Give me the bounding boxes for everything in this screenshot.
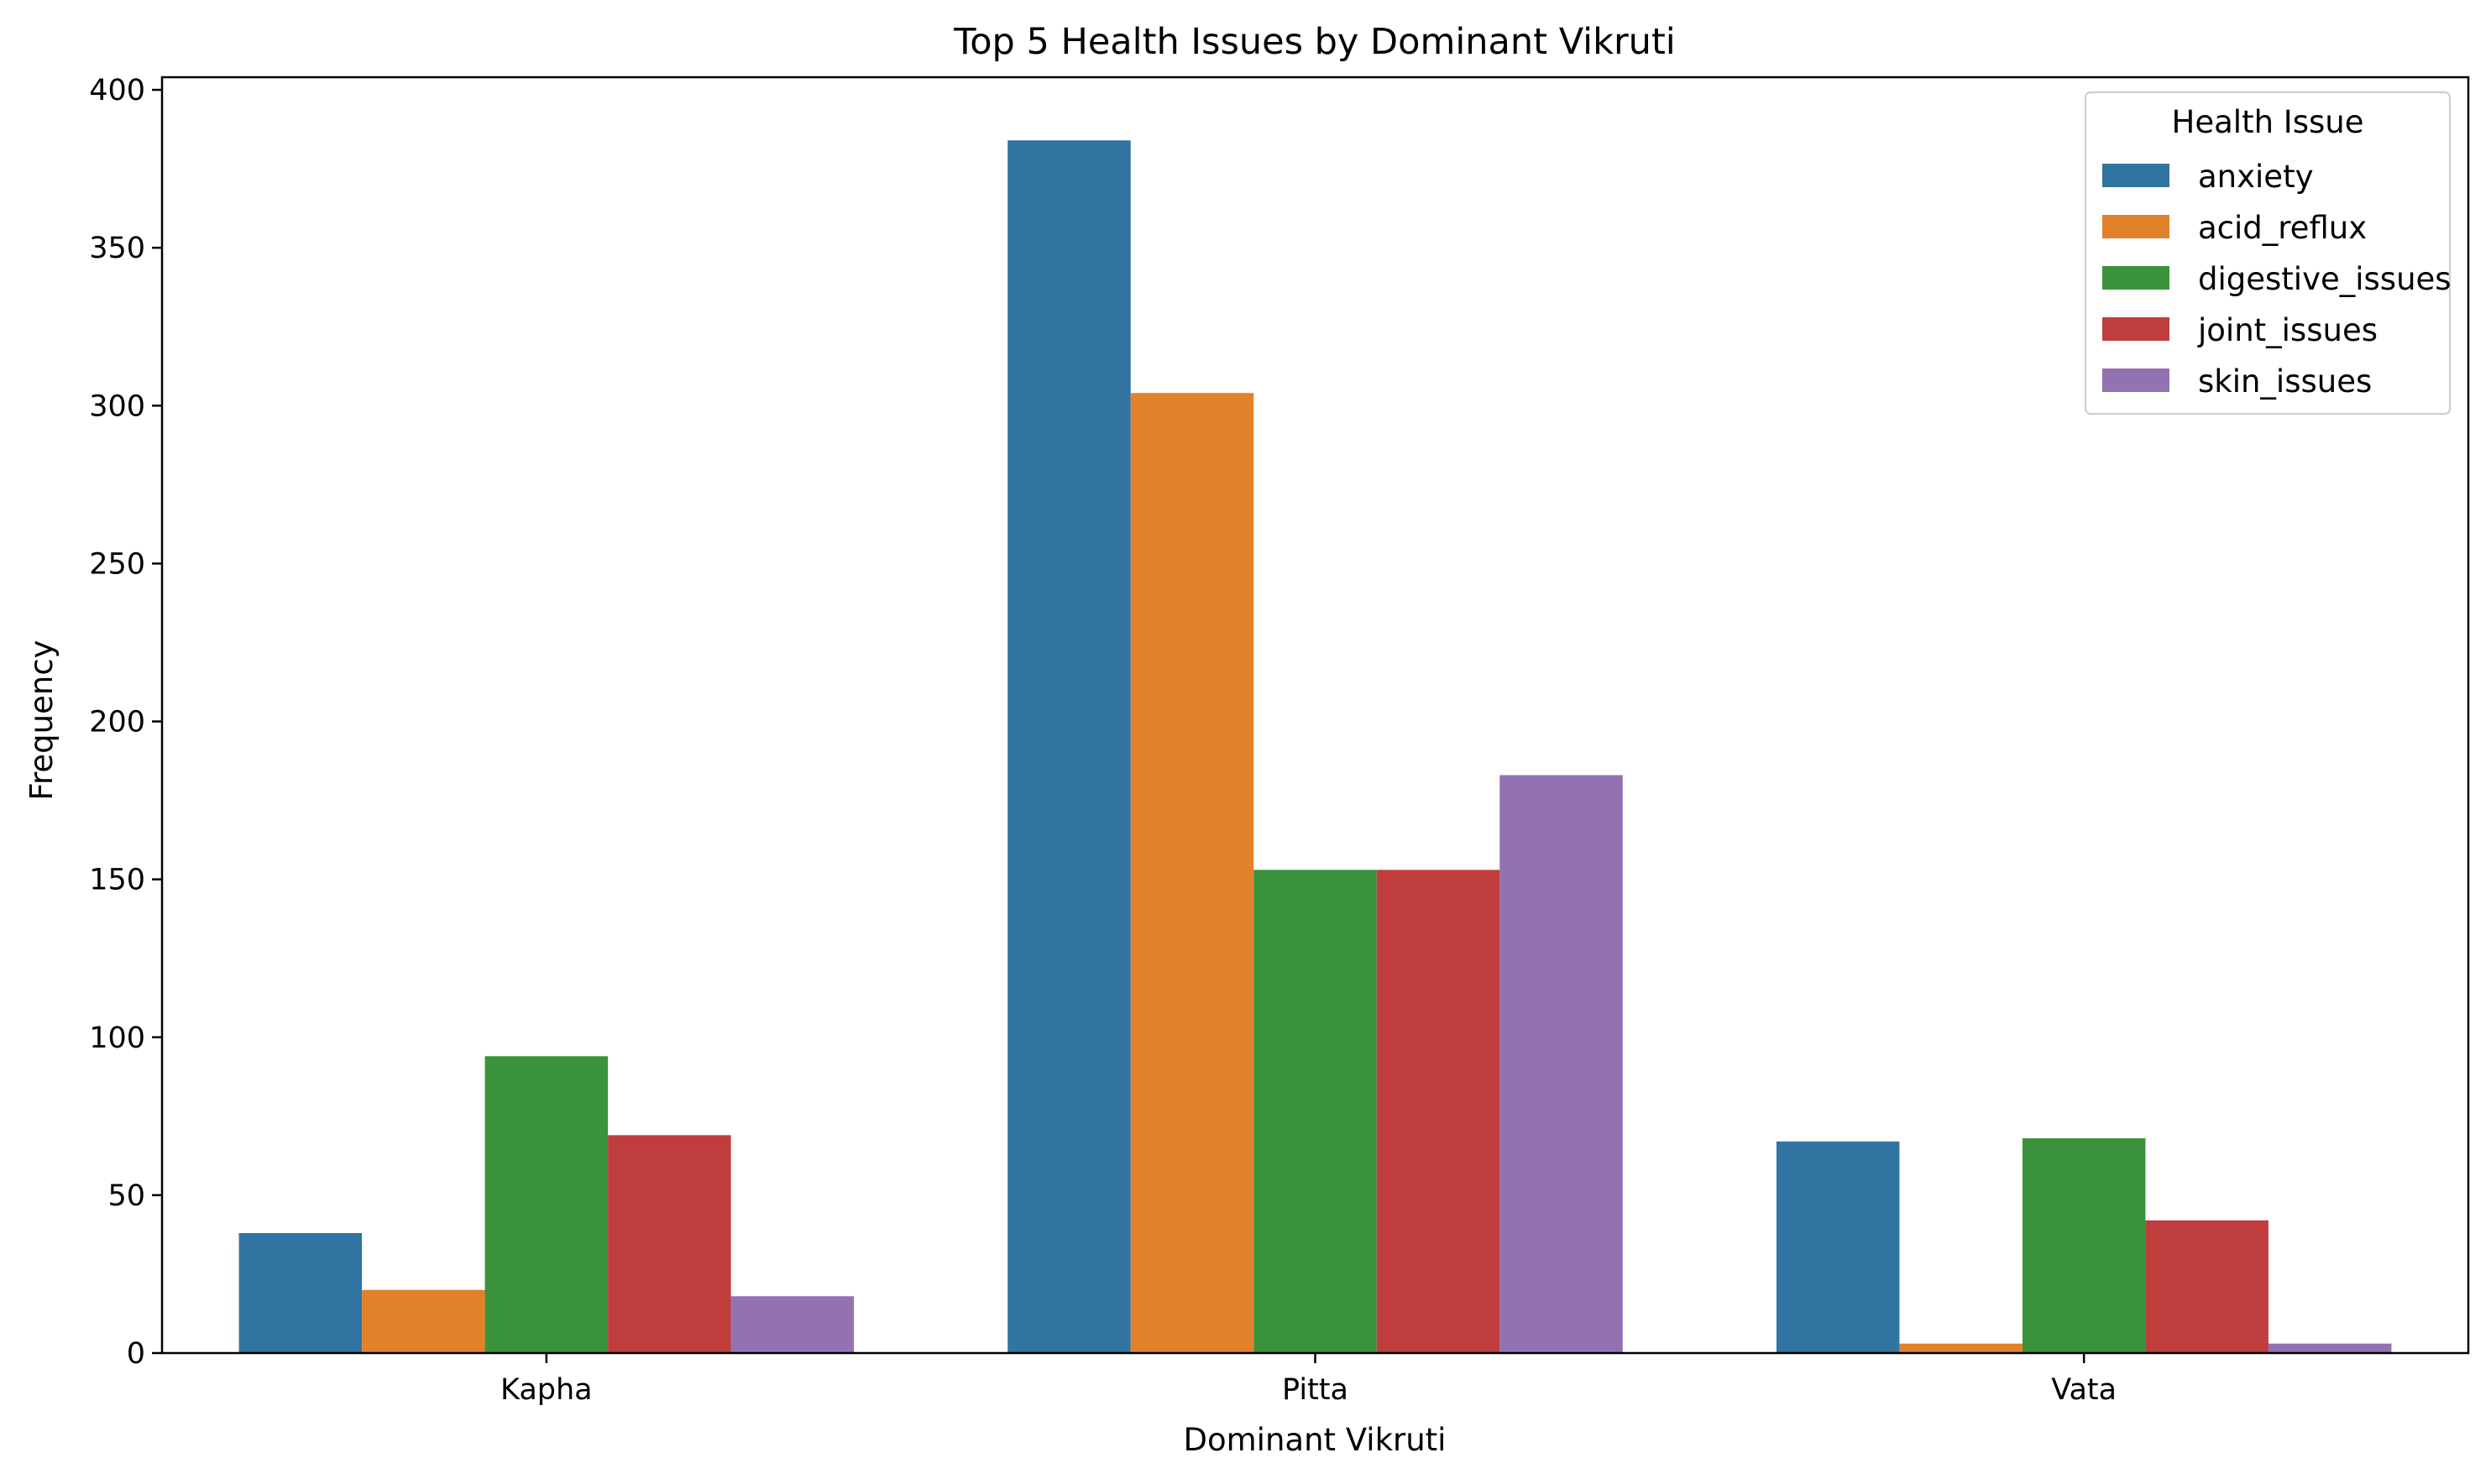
bar-kapha-acid-reflux [362, 1289, 485, 1353]
legend-title: Health Issue [2172, 104, 2364, 140]
bar-vata-digestive-issues [2022, 1138, 2146, 1353]
bars-group [238, 140, 2392, 1354]
axes-frame [160, 76, 2470, 1355]
bar-kapha-anxiety [238, 1233, 363, 1353]
x-axis-label: Dominant Vikruti [1184, 1422, 1447, 1458]
bar-pitta-acid-reflux [1130, 393, 1254, 1354]
legend-swatch-anxiety [2102, 164, 2169, 187]
y-axis-ticks: 0 50 100 150 200 250 300 350 400 [89, 74, 162, 1371]
legend-label-acid-reflux: acid_reflux [2198, 210, 2367, 246]
bar-pitta-digestive-issues [1253, 870, 1377, 1353]
bar-vata-anxiety [1776, 1141, 1900, 1353]
bar-pitta-skin-issues [1499, 775, 1623, 1353]
bar-kapha-skin-issues [730, 1296, 855, 1353]
legend-label-joint-issues: joint_issues [2197, 312, 2378, 348]
y-tick-label: 350 [89, 232, 145, 265]
y-axis-label: Frequency [24, 640, 60, 800]
legend-swatch-digestive-issues [2102, 266, 2169, 290]
legend-label-digestive-issues: digestive_issues [2198, 261, 2452, 297]
legend-label-anxiety: anxiety [2198, 159, 2313, 195]
legend-swatch-skin-issues [2102, 368, 2169, 392]
y-tick-label: 100 [89, 1022, 145, 1055]
y-tick-label: 250 [89, 547, 145, 581]
y-tick-label: 200 [89, 706, 145, 739]
legend: Health Issue anxiety acid_reflux digestive… [2085, 91, 2452, 415]
legend-swatch-acid-reflux [2102, 215, 2169, 238]
chart-title: Top 5 Health Issues by Dominant Vikruti [953, 21, 1676, 63]
x-tick-label-kapha: Kapha [500, 1373, 593, 1407]
legend-swatch-joint-issues [2102, 317, 2169, 341]
y-tick-label: 150 [89, 864, 145, 897]
y-tick-label: 400 [89, 74, 145, 107]
bar-vata-joint-issues [2145, 1220, 2269, 1353]
x-tick-label-vata: Vata [2051, 1373, 2117, 1407]
x-tick-label-pitta: Pitta [1282, 1373, 1348, 1407]
x-axis-ticks: Kapha Pitta Vata [500, 1353, 2117, 1407]
bar-vata-skin-issues [2268, 1343, 2392, 1353]
legend-label-skin-issues: skin_issues [2198, 363, 2372, 400]
bar-kapha-digestive-issues [484, 1056, 609, 1353]
bar-pitta-anxiety [1007, 140, 1131, 1353]
y-tick-label: 50 [107, 1179, 145, 1213]
legend-box [2085, 91, 2451, 415]
bar-pitta-joint-issues [1376, 870, 1500, 1353]
legend-items: anxiety acid_reflux digestive_issues joint_… [2102, 159, 2452, 400]
y-tick-label: 300 [89, 389, 145, 423]
bar-vata-acid-reflux [1899, 1343, 2023, 1353]
bar-kapha-joint-issues [608, 1135, 731, 1353]
y-tick-label: 0 [127, 1337, 145, 1371]
